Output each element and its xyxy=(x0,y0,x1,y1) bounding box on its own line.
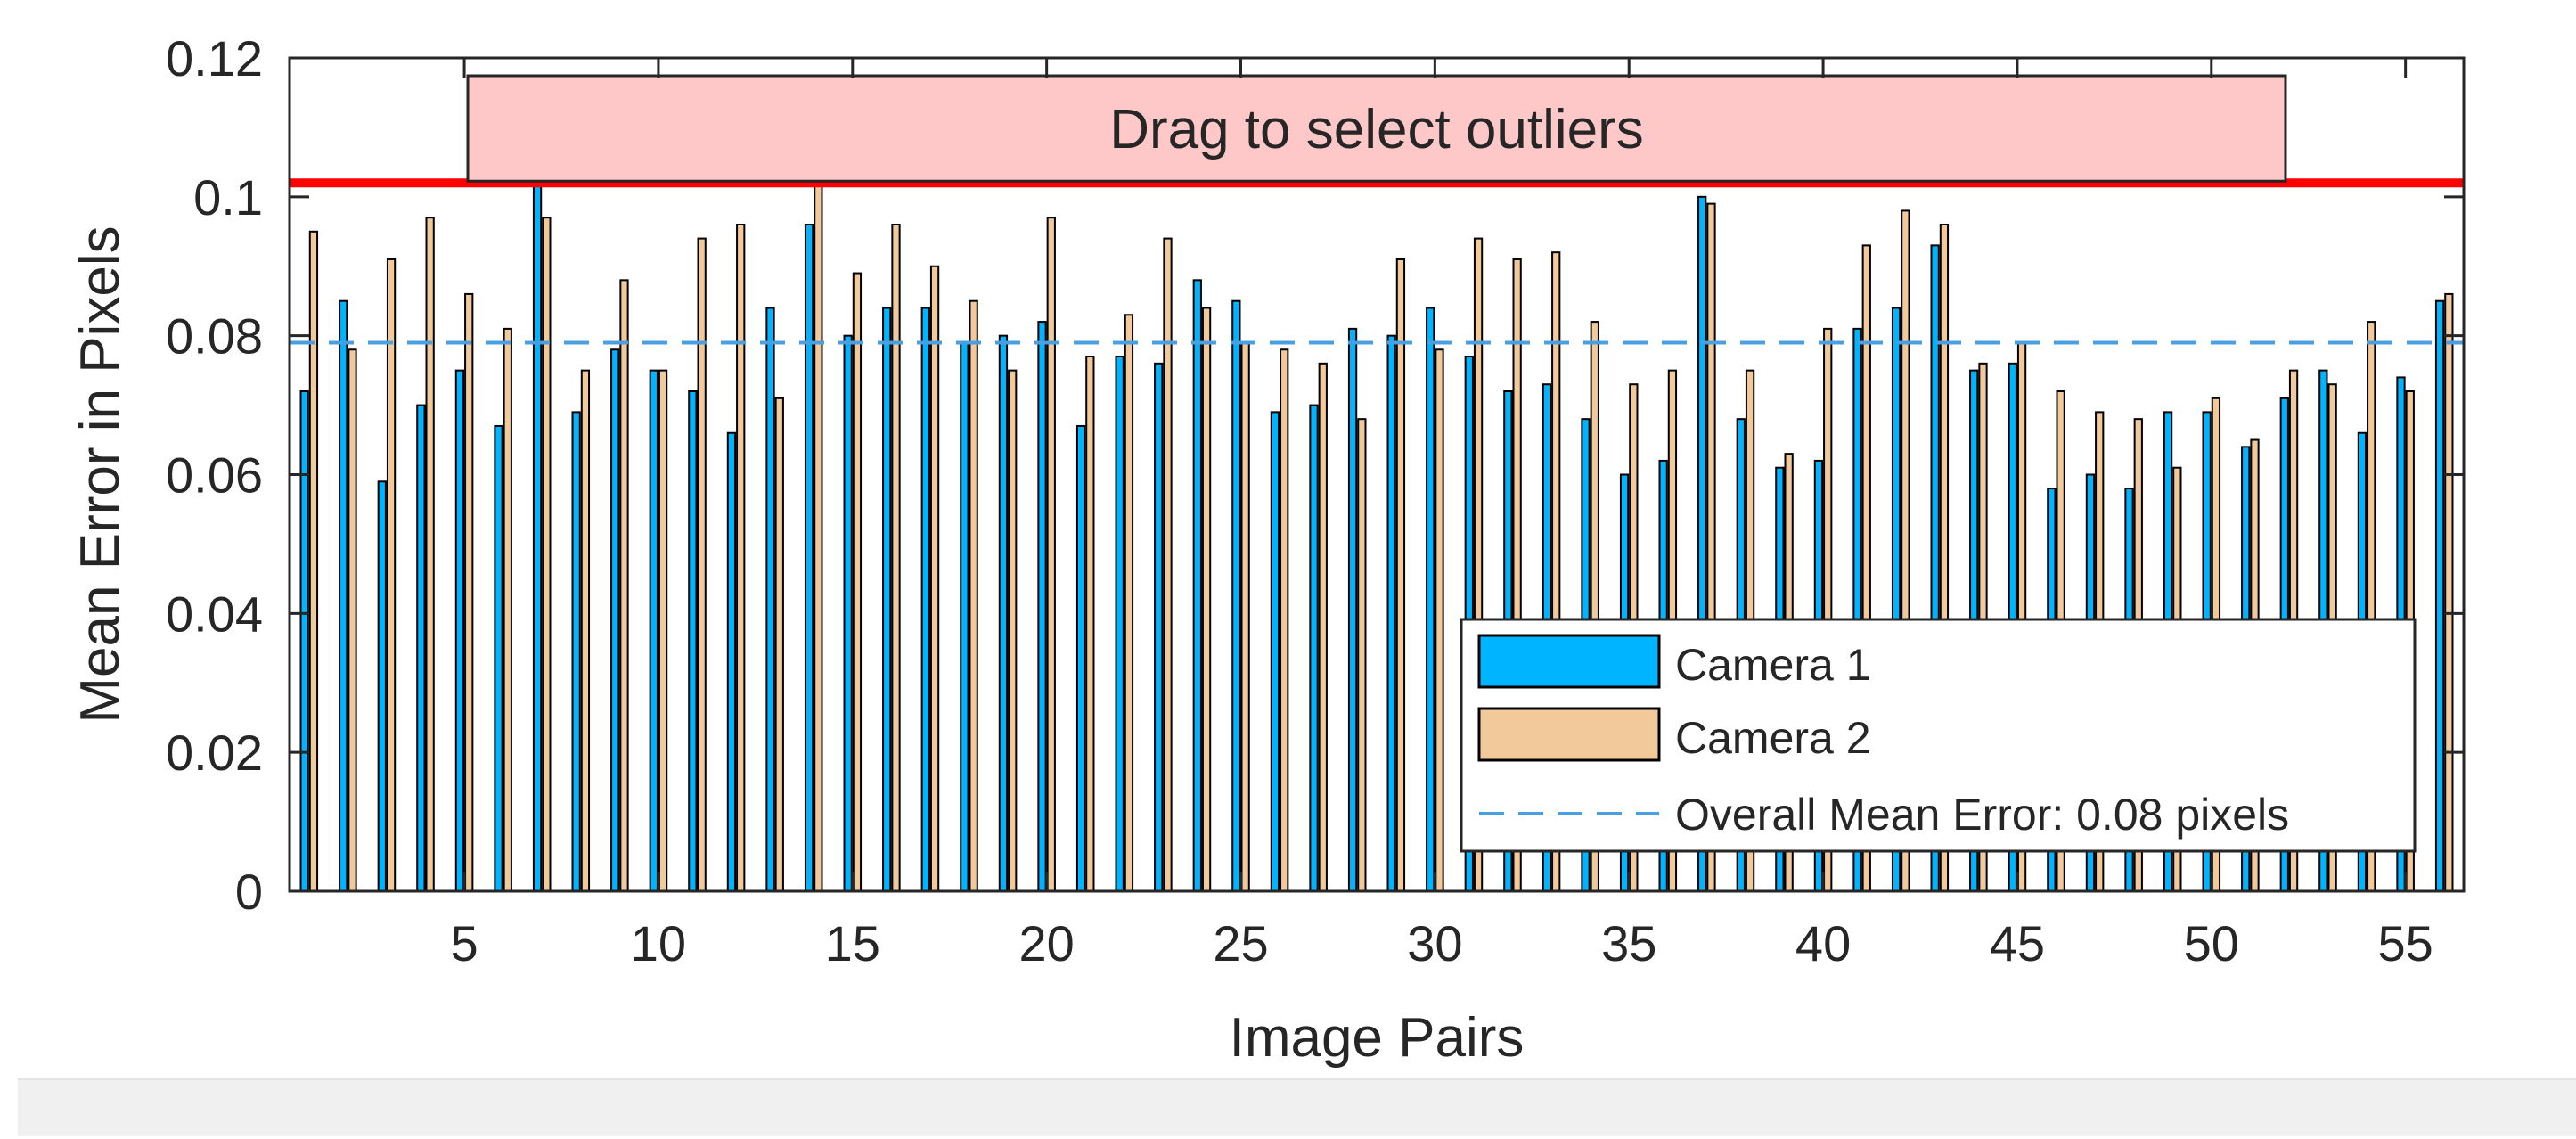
bar-camera-1-pair-21[interactable] xyxy=(1075,424,1086,893)
x-tick-label: 45 xyxy=(1990,915,2045,971)
bar-camera-1-pair-17[interactable] xyxy=(920,307,930,892)
bar-camera-1-pair-20[interactable] xyxy=(1037,321,1047,893)
bar-camera-2-pair-17[interactable] xyxy=(929,265,940,892)
legend-label-camera-1: Camera 1 xyxy=(1675,640,1871,690)
bar-camera-2-pair-19[interactable] xyxy=(1008,369,1018,892)
bar-camera-2-pair-12[interactable] xyxy=(736,224,746,892)
select-outliers-banner-text: Drag to select outliers xyxy=(1109,99,1644,160)
legend-label-camera-2: Camera 2 xyxy=(1675,713,1871,763)
y-tick-label: 0.08 xyxy=(166,308,263,365)
bar-camera-2-pair-20[interactable] xyxy=(1046,217,1056,893)
bar-camera-2-pair-25[interactable] xyxy=(1240,341,1250,893)
x-tick-label: 30 xyxy=(1407,915,1462,971)
bar-camera-1-pair-5[interactable] xyxy=(454,369,465,892)
legend-swatch-camera-1 xyxy=(1477,634,1661,689)
bar-camera-2-pair-9[interactable] xyxy=(619,279,629,893)
bar-camera-1-pair-16[interactable] xyxy=(882,307,892,892)
x-tick-label: 55 xyxy=(2377,915,2433,971)
y-tick-label: 0.06 xyxy=(166,447,263,504)
bar-camera-1-pair-56[interactable] xyxy=(2434,299,2445,893)
bar-camera-1-pair-28[interactable] xyxy=(1347,327,1358,892)
bar-camera-2-pair-11[interactable] xyxy=(697,237,707,893)
bar-camera-1-pair-30[interactable] xyxy=(1426,307,1435,892)
x-tick-label: 5 xyxy=(450,915,478,971)
x-tick-label: 10 xyxy=(631,915,686,971)
bar-camera-1-pair-24[interactable] xyxy=(1192,279,1202,893)
x-tick-label: 35 xyxy=(1601,915,1656,971)
bar-camera-1-pair-14[interactable] xyxy=(804,224,814,892)
bar-camera-2-pair-23[interactable] xyxy=(1163,237,1173,893)
bar-camera-2-pair-8[interactable] xyxy=(580,369,591,892)
x-tick-label: 15 xyxy=(825,915,880,971)
bar-camera-2-pair-16[interactable] xyxy=(891,224,901,892)
bar-camera-1-pair-4[interactable] xyxy=(416,404,426,893)
bar-camera-1-pair-18[interactable] xyxy=(960,341,969,893)
bar-camera-1-pair-22[interactable] xyxy=(1115,356,1124,892)
bar-camera-2-pair-29[interactable] xyxy=(1395,258,1406,893)
bar-camera-2-pair-24[interactable] xyxy=(1201,307,1212,892)
y-axis-label: Mean Error in Pixels xyxy=(70,225,131,723)
x-tick-label: 20 xyxy=(1018,915,1074,971)
y-tick-label: 0.04 xyxy=(166,586,263,642)
bar-camera-1-pair-7[interactable] xyxy=(532,182,543,892)
bar-camera-1-pair-8[interactable] xyxy=(571,411,581,892)
x-tick-label: 25 xyxy=(1213,915,1268,971)
bar-camera-2-pair-28[interactable] xyxy=(1357,418,1367,892)
bar-camera-1-pair-9[interactable] xyxy=(610,348,620,892)
bar-camera-2-pair-1[interactable] xyxy=(308,230,319,892)
bar-camera-2-pair-26[interactable] xyxy=(1280,348,1289,892)
y-tick-label: 0.02 xyxy=(166,725,263,781)
bar-camera-1-pair-26[interactable] xyxy=(1270,411,1280,892)
bar-camera-1-pair-25[interactable] xyxy=(1231,299,1241,893)
bar-camera-1-pair-15[interactable] xyxy=(843,334,853,892)
bar-camera-1-pair-29[interactable] xyxy=(1386,334,1396,892)
bar-camera-2-pair-3[interactable] xyxy=(386,258,397,893)
y-tick-label: 0.12 xyxy=(166,30,263,86)
bar-camera-2-pair-21[interactable] xyxy=(1085,356,1095,892)
figure-bottom-strip xyxy=(18,1078,2576,1136)
bar-camera-1-pair-3[interactable] xyxy=(377,480,387,893)
x-axis-label: Image Pairs xyxy=(1230,1007,1525,1069)
bar-camera-1-pair-19[interactable] xyxy=(998,334,1009,892)
bar-camera-2-pair-4[interactable] xyxy=(425,217,435,893)
bar-camera-1-pair-11[interactable] xyxy=(688,390,698,892)
bar-camera-2-pair-7[interactable] xyxy=(542,217,552,893)
bar-camera-1-pair-27[interactable] xyxy=(1309,404,1319,893)
bar-camera-1-pair-13[interactable] xyxy=(765,307,775,892)
bar-camera-2-pair-10[interactable] xyxy=(658,369,668,892)
legend-label-overall-mean: Overall Mean Error: 0.08 pixels xyxy=(1675,790,2289,840)
bar-camera-1-pair-6[interactable] xyxy=(494,424,503,893)
bar-camera-2-pair-2[interactable] xyxy=(348,348,357,892)
bar-camera-2-pair-27[interactable] xyxy=(1318,362,1328,893)
y-tick-label: 0 xyxy=(235,864,263,920)
x-tick-label: 40 xyxy=(1795,915,1851,971)
bar-camera-2-pair-22[interactable] xyxy=(1124,314,1134,892)
bar-camera-2-pair-6[interactable] xyxy=(503,327,512,892)
bar-camera-2-pair-18[interactable] xyxy=(969,299,978,893)
bar-camera-1-pair-10[interactable] xyxy=(649,369,658,892)
bar-camera-2-pair-5[interactable] xyxy=(464,292,474,892)
bar-camera-2-pair-56[interactable] xyxy=(2444,292,2454,892)
y-tick-label: 0.1 xyxy=(193,169,263,225)
bar-camera-1-pair-23[interactable] xyxy=(1154,362,1164,893)
bar-camera-2-pair-15[interactable] xyxy=(852,272,863,892)
x-tick-label: 50 xyxy=(2184,915,2239,971)
bar-camera-2-pair-30[interactable] xyxy=(1435,348,1444,892)
bar-camera-1-pair-2[interactable] xyxy=(339,299,348,893)
legend-swatch-camera-2 xyxy=(1477,707,1661,762)
bar-camera-1-pair-12[interactable] xyxy=(726,431,737,892)
bar-camera-2-pair-14[interactable] xyxy=(814,182,823,892)
select-outliers-banner[interactable] xyxy=(466,74,2287,183)
bar-camera-1-pair-1[interactable] xyxy=(299,390,309,892)
legend[interactable]: Camera 1 Camera 2 Overall Mean Error: 0.… xyxy=(1460,618,2417,853)
bar-camera-2-pair-13[interactable] xyxy=(774,397,784,892)
axis-ticks: 0 0.02 0.04 0.06 0.08 0.1 0.12 5 10 15 20 25 30 35 40 4… xyxy=(166,30,2464,971)
